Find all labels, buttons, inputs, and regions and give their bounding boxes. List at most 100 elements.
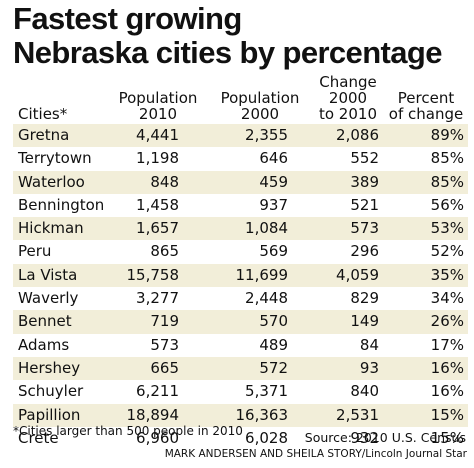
chart-title-line-1: Fastest growing — [13, 1, 242, 36]
cell-pop2010: 18,894 — [126, 405, 180, 424]
cell-change: 149 — [350, 312, 379, 331]
cell-pop2000: 1,084 — [245, 219, 288, 238]
credit-line: MARK ANDERSEN AND SHEILA STORY/Lincoln J… — [164, 448, 467, 460]
column-header-pop2000: Population 2000 — [212, 90, 308, 122]
cell-change: 829 — [350, 289, 379, 308]
cell-pop2000: 2,448 — [245, 289, 288, 308]
cell-pop2010: 665 — [150, 358, 179, 377]
cell-city: Crete — [18, 428, 59, 447]
column-header-pct: Percent of change — [385, 90, 467, 122]
cell-city: La Vista — [18, 265, 78, 284]
footnote: *Cities larger than 500 people in 2010 — [13, 424, 243, 438]
cell-pop2010: 719 — [150, 312, 179, 331]
cell-city: Peru — [18, 242, 52, 261]
column-header-change: Change 2000 to 2010 — [305, 74, 391, 122]
cell-city: Papillion — [18, 405, 81, 424]
chart-title-line-2: Nebraska cities by percentage — [13, 35, 442, 70]
cell-change: 4,059 — [336, 265, 379, 284]
cell-pop2000: 11,699 — [235, 265, 289, 284]
cell-pop2010: 6,211 — [136, 382, 179, 401]
cell-change: 840 — [350, 382, 379, 401]
cell-pct: 16% — [430, 358, 464, 377]
cell-pop2010: 15,758 — [126, 265, 180, 284]
cell-pop2010: 573 — [150, 335, 179, 354]
table-row: Gretna 4,441 2,355 2,086 89% — [13, 124, 468, 148]
cell-pct: 34% — [430, 289, 464, 308]
table-row: Crete 6,960 6,028 932 15% — [13, 427, 468, 450]
column-header-city: Cities* — [18, 106, 128, 122]
cell-city: Bennington — [18, 195, 105, 214]
cell-pct: 15% — [430, 405, 464, 424]
table-row: Waterloo 848 459 389 85% — [13, 170, 468, 194]
cell-city: Gretna — [18, 126, 70, 144]
cell-city: Schuyler — [18, 382, 84, 401]
cell-change: 93 — [359, 358, 379, 377]
column-header-pop2010: Population 2010 — [118, 90, 198, 122]
cell-pct: 56% — [430, 195, 464, 214]
column-header-pct-line: of change — [388, 105, 464, 123]
table-row: Papillion 18,894 16,363 2,531 15% — [13, 403, 468, 427]
cell-pct: 85% — [430, 149, 464, 168]
cell-city: Hershey — [18, 358, 81, 377]
chart-title: Fastest growing Nebraska cities by perce… — [13, 2, 468, 70]
table-row: Waverly 3,277 2,448 829 34% — [13, 287, 468, 310]
cell-change: 389 — [350, 172, 379, 191]
source-note: Source: 2010 U.S. Census — [304, 430, 466, 445]
cell-pop2000: 459 — [259, 172, 288, 191]
cell-pop2010: 848 — [150, 172, 179, 191]
cell-change: 296 — [350, 242, 379, 261]
cell-pct: 89% — [430, 126, 464, 144]
cell-change: 84 — [359, 335, 379, 354]
cell-change: 552 — [350, 149, 379, 168]
cell-pop2000: 937 — [259, 195, 288, 214]
column-header-city-line: Cities* — [18, 105, 68, 123]
table-row: La Vista 15,758 11,699 4,059 35% — [13, 263, 468, 288]
cell-pop2000: 6,028 — [245, 428, 288, 447]
table-row: Schuyler 6,211 5,371 840 16% — [13, 380, 468, 403]
cell-change: 521 — [350, 195, 379, 214]
table-row: Bennet 719 570 149 26% — [13, 310, 468, 334]
cell-pop2000: 646 — [259, 149, 288, 168]
cell-change: 932 — [350, 428, 379, 447]
data-table: Gretna 4,441 2,355 2,086 89% Terrytown 1,198 64… — [13, 124, 468, 450]
cell-city: Bennet — [18, 312, 72, 331]
column-header-change-line: to 2010 — [318, 105, 377, 123]
cell-pop2010: 1,657 — [136, 219, 179, 238]
cell-pop2000: 2,355 — [245, 126, 288, 144]
cell-city: Waterloo — [18, 172, 85, 191]
column-header-pop2000-line: Population — [220, 89, 300, 107]
cell-pop2000: 489 — [259, 335, 288, 354]
cell-pop2000: 572 — [259, 358, 288, 377]
cell-pct: 85% — [430, 172, 464, 191]
cell-pop2010: 3,277 — [136, 289, 179, 308]
cell-pop2000: 569 — [259, 242, 288, 261]
cell-pop2000: 16,363 — [235, 405, 289, 424]
cell-city: Hickman — [18, 219, 84, 238]
table-header: Cities* Population 2010 Population 2000 Chang… — [0, 68, 474, 122]
column-header-pop2010-line: 2010 — [138, 105, 178, 123]
cell-change: 573 — [350, 219, 379, 238]
cell-city: Waverly — [18, 289, 79, 308]
cell-pct: 15% — [430, 428, 464, 447]
cell-pct: 35% — [430, 265, 464, 284]
cell-pop2000: 570 — [259, 312, 288, 331]
table-row: Hershey 665 572 93 16% — [13, 356, 468, 381]
cell-city: Adams — [18, 335, 70, 354]
table-row: Bennington 1,458 937 521 56% — [13, 194, 468, 217]
cell-change: 2,531 — [336, 405, 379, 424]
table-row: Hickman 1,657 1,084 573 53% — [13, 217, 468, 241]
cell-pct: 17% — [430, 335, 464, 354]
cell-pop2010: 4,441 — [136, 126, 179, 144]
column-header-change-line: Change — [319, 73, 377, 91]
table-row: Adams 573 489 84 17% — [13, 334, 468, 357]
cell-pop2000: 5,371 — [245, 382, 288, 401]
table-row: Peru 865 569 296 52% — [13, 240, 468, 263]
cell-pop2010: 1,458 — [136, 195, 179, 214]
column-header-pop2000-line: 2000 — [240, 105, 280, 123]
column-header-change-line: 2000 — [328, 89, 368, 107]
cell-pop2010: 1,198 — [136, 149, 179, 168]
column-header-pop2010-line: Population — [118, 89, 198, 107]
cell-pct: 16% — [430, 382, 464, 401]
table-row: Terrytown 1,198 646 552 85% — [13, 147, 468, 170]
cell-city: Terrytown — [18, 149, 92, 168]
